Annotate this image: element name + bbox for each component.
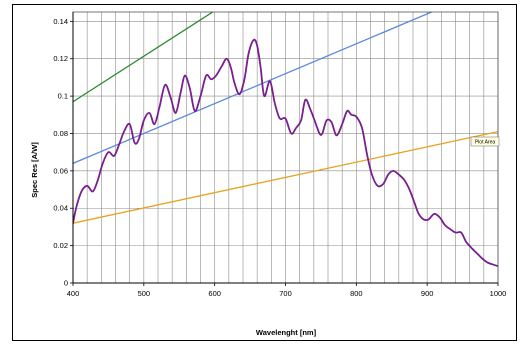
x-tick-label: 700 (279, 289, 292, 298)
y-tick-label: 0.12 (53, 54, 68, 63)
x-tick-label: 400 (67, 289, 80, 298)
y-tick-label: 0.1 (58, 92, 68, 101)
x-axis-title: Wavelenght [nm] (256, 328, 317, 337)
series-line-spectral-response (73, 38, 498, 268)
plot-area-tag-text: Plot Area (475, 140, 496, 146)
grid (72, 12, 499, 284)
plot-area-tag-box (470, 136, 500, 147)
x-tick-label: 500 (138, 289, 151, 298)
plot-area-tag: Plot Area (470, 136, 500, 147)
y-tick-label: 0.04 (53, 204, 68, 213)
series-line-reference (73, 12, 434, 165)
x-tick-label: 800 (350, 289, 363, 298)
chart-frame (12, 4, 517, 341)
series-line-reference (73, 12, 214, 103)
y-axis-title: Spec Res [A/W] (30, 142, 39, 198)
series-layer (73, 12, 498, 268)
y-tick-label: 0.06 (53, 166, 68, 175)
y-tick-label: 0.02 (53, 241, 68, 250)
x-tick-label: 600 (208, 289, 221, 298)
y-tick-label: 0.14 (53, 17, 68, 26)
axes: 400 500 600 700 800 900 1000 0 0.02 0.04 0.06 0.08 0… (53, 11, 507, 298)
x-tick-label: 900 (421, 289, 434, 298)
y-tick-label: 0.08 (53, 129, 68, 138)
y-tick-label: 0 (64, 279, 68, 288)
series-line-reference (73, 130, 498, 224)
x-tick-label: 1000 (490, 289, 507, 298)
